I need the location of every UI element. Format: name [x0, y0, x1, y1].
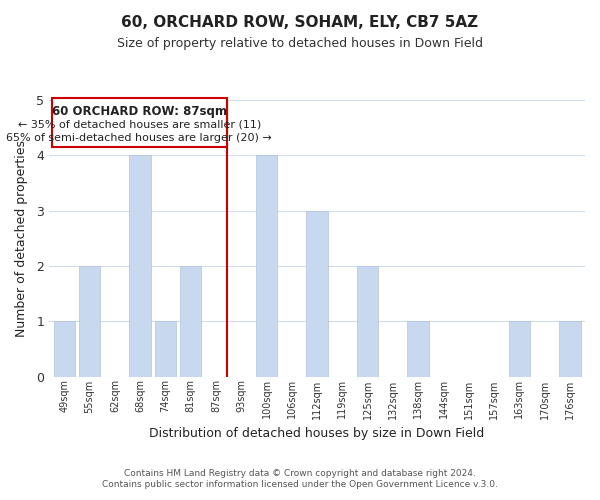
Bar	[53, 321, 75, 376]
Bar	[130, 156, 151, 376]
Text: Contains HM Land Registry data © Crown copyright and database right 2024.: Contains HM Land Registry data © Crown c…	[124, 468, 476, 477]
Bar	[357, 266, 379, 376]
Bar	[79, 266, 100, 376]
Text: 60, ORCHARD ROW, SOHAM, ELY, CB7 5AZ: 60, ORCHARD ROW, SOHAM, ELY, CB7 5AZ	[121, 15, 479, 30]
Bar	[509, 321, 530, 376]
Bar	[307, 210, 328, 376]
Bar	[155, 321, 176, 376]
Text: Contains public sector information licensed under the Open Government Licence v.: Contains public sector information licen…	[102, 480, 498, 489]
Bar	[180, 266, 202, 376]
Text: 65% of semi-detached houses are larger (20) →: 65% of semi-detached houses are larger (…	[7, 134, 272, 143]
Y-axis label: Number of detached properties: Number of detached properties	[15, 140, 28, 337]
Bar	[256, 156, 277, 376]
Bar	[407, 321, 429, 376]
Bar	[559, 321, 581, 376]
Text: Size of property relative to detached houses in Down Field: Size of property relative to detached ho…	[117, 38, 483, 51]
Text: 60 ORCHARD ROW: 87sqm: 60 ORCHARD ROW: 87sqm	[52, 105, 227, 118]
X-axis label: Distribution of detached houses by size in Down Field: Distribution of detached houses by size …	[149, 427, 485, 440]
Text: ← 35% of detached houses are smaller (11): ← 35% of detached houses are smaller (11…	[17, 119, 261, 129]
